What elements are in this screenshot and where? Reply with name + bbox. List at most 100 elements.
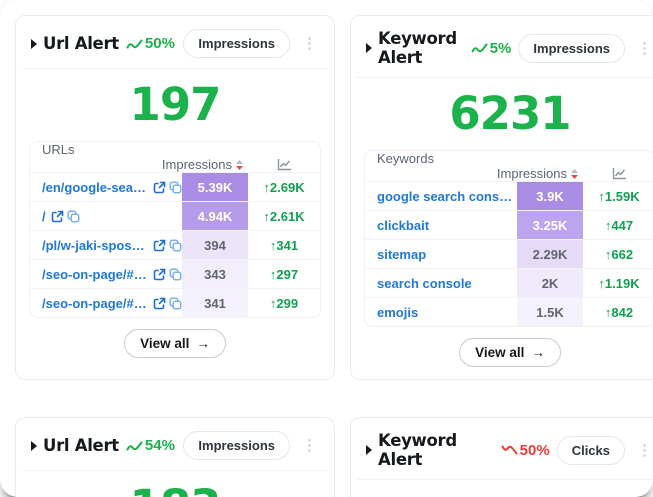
- chart-toggle-icon[interactable]: [248, 157, 320, 172]
- value-badge: 394: [182, 231, 248, 259]
- metric-toggle-button[interactable]: Impressions: [183, 29, 290, 58]
- expand-caret-icon[interactable]: [366, 43, 372, 53]
- keyword-alert-card-1: Keyword Alert 5% Impressions ⋮ 6231 Keyw…: [350, 15, 653, 380]
- trend-up-icon: [126, 440, 143, 452]
- trend-indicator: 5%: [471, 39, 512, 57]
- arrow-right-icon: →: [196, 336, 210, 351]
- external-link-icon[interactable]: [153, 181, 166, 194]
- metric-toggle-button[interactable]: Impressions: [518, 33, 625, 63]
- row-link[interactable]: emojis: [377, 304, 419, 320]
- chart-toggle-icon[interactable]: [583, 166, 653, 181]
- big-number: 197: [129, 78, 222, 131]
- trend-indicator: 50%: [126, 35, 175, 52]
- trend-value: 5%: [489, 39, 512, 57]
- value-badge: 4.94K: [182, 202, 248, 230]
- header-divider: [357, 77, 653, 78]
- kebab-menu-icon[interactable]: ⋮: [637, 441, 652, 459]
- change-value: ↑662: [604, 246, 634, 262]
- table-row: /seo-on-page/#Facto... 343 ↑297: [30, 259, 320, 288]
- card-title: Keyword Alert: [378, 431, 457, 469]
- big-number: 183: [16, 471, 334, 497]
- table-row: google search console 3.9K ↑1.59K: [365, 181, 653, 210]
- trend-indicator: 54%: [126, 437, 175, 454]
- row-link[interactable]: clickbait: [377, 217, 430, 233]
- view-all-button[interactable]: View all →: [124, 329, 226, 358]
- change-value: ↑2.69K: [263, 179, 305, 195]
- header-divider: [22, 470, 328, 471]
- table-row: sitemap 2.29K ↑662: [365, 239, 653, 268]
- key-column-header: URLs: [42, 142, 75, 157]
- data-table: Keywords Impressions google search conso…: [364, 150, 653, 327]
- table-row: /seo-on-page/#%C2... 341 ↑299: [30, 288, 320, 317]
- trend-down-icon: [501, 444, 518, 456]
- arrow-right-icon: →: [531, 345, 545, 360]
- kebab-menu-icon[interactable]: ⋮: [302, 437, 317, 454]
- kebab-menu-icon[interactable]: ⋮: [637, 39, 652, 57]
- trend-up-icon: [126, 38, 143, 50]
- external-link-icon[interactable]: [153, 297, 166, 310]
- row-link[interactable]: /seo-on-page/#%C2...: [42, 295, 148, 311]
- table-row: /pl/w-jaki-sposob-nal... 394 ↑341: [30, 230, 320, 259]
- external-link-icon[interactable]: [51, 210, 64, 223]
- trend-indicator: 50%: [501, 442, 550, 459]
- big-number: 6231: [449, 87, 571, 140]
- metric-toggle-button[interactable]: Impressions: [183, 431, 290, 460]
- row-link[interactable]: /: [42, 208, 46, 224]
- row-link[interactable]: /en/google-search-c...: [42, 179, 148, 195]
- row-link[interactable]: /seo-on-page/#Facto...: [42, 266, 148, 282]
- change-value: ↑297: [269, 266, 299, 282]
- card-title: Url Alert: [43, 34, 119, 53]
- change-value: ↑341: [269, 237, 299, 253]
- change-value: ↑2.61K: [263, 208, 305, 224]
- trend-value: 50%: [144, 35, 175, 52]
- table-row: emojis 1.5K ↑842: [365, 297, 653, 326]
- value-badge: 1.5K: [517, 298, 583, 326]
- row-link[interactable]: sitemap: [377, 246, 427, 262]
- url-alert-card-2: Url Alert 54% Impressions ⋮ 183 URLs Imp…: [15, 417, 335, 497]
- value-badge: 3.9K: [517, 182, 583, 210]
- view-all-button[interactable]: View all →: [459, 338, 561, 367]
- copy-icon[interactable]: [169, 296, 182, 310]
- metric-toggle-button[interactable]: Clicks: [556, 435, 625, 465]
- copy-icon[interactable]: [169, 267, 182, 281]
- sort-icon[interactable]: [570, 168, 579, 180]
- url-alert-card-1: Url Alert 50% Impressions ⋮ 197 URLs Imp…: [15, 15, 335, 380]
- table-row: clickbait 3.25K ↑447: [365, 210, 653, 239]
- card-header: Keyword Alert 50% Clicks ⋮: [351, 418, 653, 479]
- row-link[interactable]: search console: [377, 275, 472, 291]
- expand-caret-icon[interactable]: [31, 440, 37, 451]
- kebab-menu-icon[interactable]: ⋮: [302, 35, 317, 52]
- keyword-alert-card-2: Keyword Alert 50% Clicks ⋮ 183 Keywords …: [350, 417, 653, 497]
- external-link-icon[interactable]: [153, 268, 166, 281]
- value-column-header[interactable]: Impressions: [497, 166, 583, 181]
- value-column-header[interactable]: Impressions: [162, 157, 248, 172]
- copy-icon[interactable]: [169, 238, 182, 252]
- external-link-icon[interactable]: [153, 239, 166, 252]
- copy-icon[interactable]: [67, 209, 80, 223]
- table-header-row: Keywords Impressions: [365, 151, 653, 181]
- value-badge: 2K: [517, 269, 583, 297]
- card-header: Url Alert 50% Impressions ⋮: [16, 16, 334, 68]
- value-badge: 2.29K: [517, 240, 583, 268]
- change-value: ↑1.19K: [598, 275, 640, 291]
- data-table: URLs Impressions /en/google-search-c...: [29, 141, 321, 318]
- sort-icon[interactable]: [235, 159, 244, 171]
- copy-icon[interactable]: [169, 180, 182, 194]
- value-badge: 3.25K: [517, 211, 583, 239]
- expand-caret-icon[interactable]: [366, 445, 372, 455]
- key-column-header: Keywords: [377, 151, 435, 166]
- row-link[interactable]: google search console: [377, 188, 517, 204]
- trend-up-icon: [471, 42, 488, 54]
- card-header: Keyword Alert 5% Impressions ⋮: [351, 16, 653, 77]
- expand-caret-icon[interactable]: [31, 38, 37, 49]
- change-value: ↑1.59K: [598, 188, 640, 204]
- value-badge: 341: [182, 289, 248, 317]
- change-value: ↑299: [269, 295, 299, 311]
- trend-value: 50%: [519, 441, 550, 459]
- row-link[interactable]: /pl/w-jaki-sposob-nal...: [42, 237, 148, 253]
- table-header-row: URLs Impressions: [30, 142, 320, 172]
- table-row: search console 2K ↑1.19K: [365, 268, 653, 297]
- card-title: Url Alert: [43, 436, 119, 455]
